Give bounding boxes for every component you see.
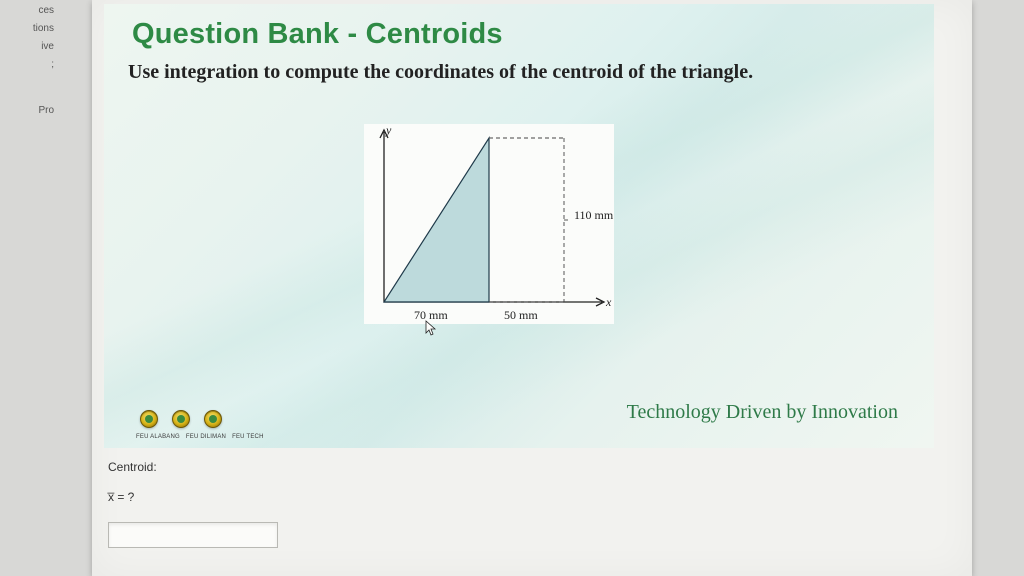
page-panel: Question Bank - Centroids Use integratio… <box>92 0 972 576</box>
footer-badges <box>140 410 222 428</box>
triangle-shape <box>384 138 489 302</box>
answer-input[interactable] <box>108 522 278 548</box>
dim-50mm: 50 mm <box>504 308 538 323</box>
sidebar-fragment: tions <box>6 20 54 38</box>
badge-captions: FEU ALABANG FEU DILIMAN FEU TECH <box>136 434 264 440</box>
badge-caption-text: FEU TECH <box>232 434 264 440</box>
sidebar-fragment: Pro <box>6 102 54 120</box>
dim-110mm: 110 mm <box>574 208 613 223</box>
sidebar-fragment: ces <box>6 2 54 20</box>
sidebar-fragment: ; <box>6 56 54 74</box>
sidebar-fragment: ive <box>6 38 54 56</box>
slide-area: Question Bank - Centroids Use integratio… <box>104 4 934 448</box>
xbar-label: x̅ = ? <box>108 490 938 504</box>
centroid-label: Centroid: <box>108 460 938 474</box>
y-axis-label: y <box>385 124 392 137</box>
badge-icon <box>204 410 222 428</box>
answer-area: Centroid: x̅ = ? <box>108 460 938 548</box>
badge-icon <box>140 410 158 428</box>
badge-caption-text: FEU ALABANG <box>136 434 180 440</box>
diagram: y x 70 mm 50 mm 110 mm <box>354 124 684 344</box>
slide-title: Question Bank - Centroids <box>132 18 503 51</box>
slide-prompt: Use integration to compute the coordinat… <box>128 60 908 85</box>
dim-70mm: 70 mm <box>414 308 448 323</box>
badge-icon <box>172 410 190 428</box>
slide-tagline: Technology Driven by Innovation <box>627 401 898 424</box>
badge-caption-text: FEU DILIMAN <box>186 434 226 440</box>
left-sidebar-fragments: ces tions ive ; Pro <box>0 0 60 122</box>
x-axis-label: x <box>605 295 612 309</box>
